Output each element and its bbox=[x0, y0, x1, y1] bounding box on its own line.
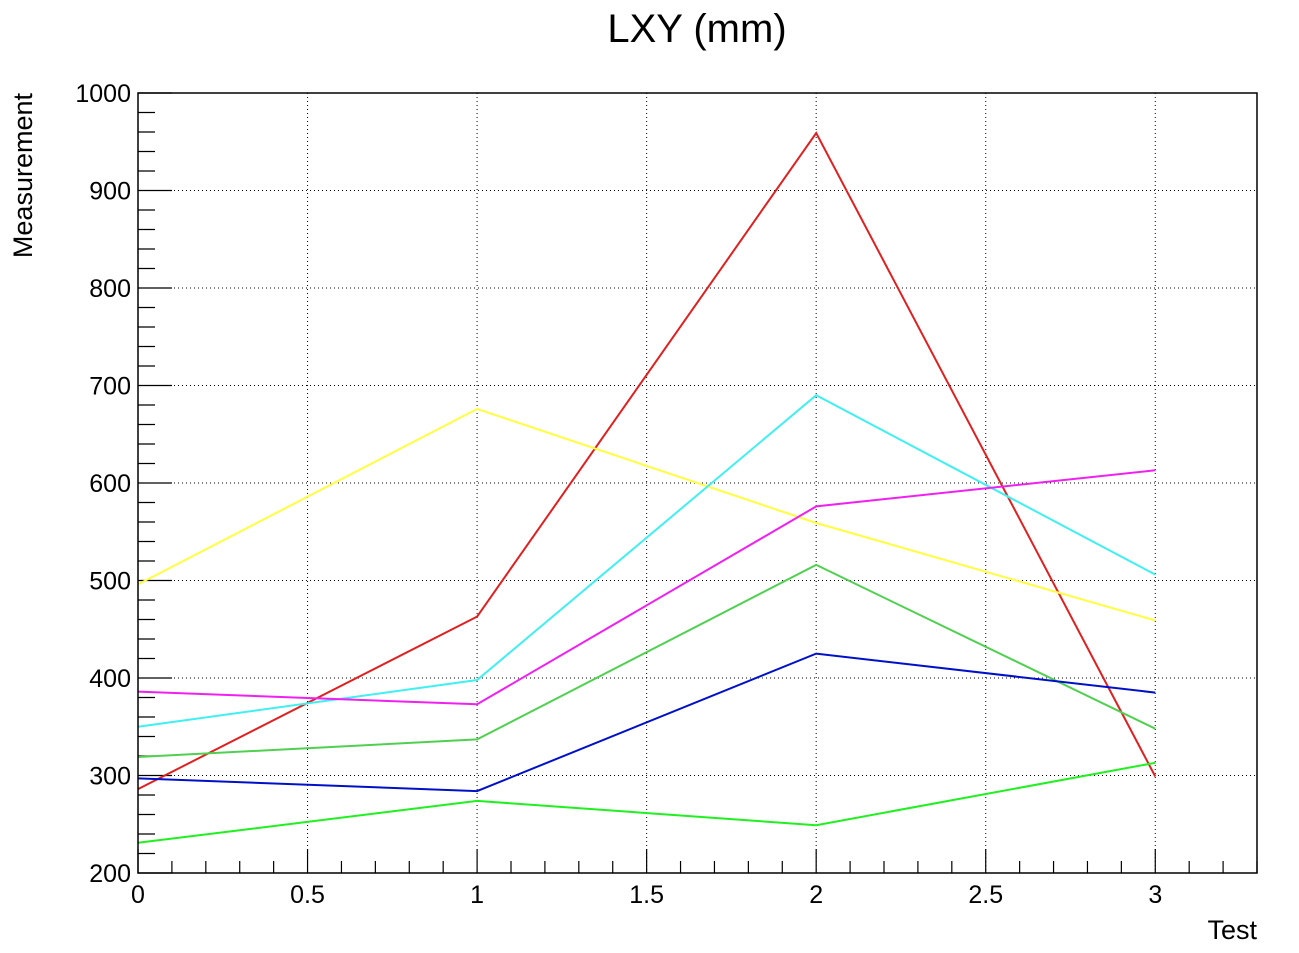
series-lines bbox=[137, 131, 1157, 844]
x-axis-label: Test bbox=[1207, 915, 1257, 945]
y-tick-label: 800 bbox=[89, 275, 131, 303]
x-tick-label: 1.5 bbox=[629, 881, 664, 909]
grid bbox=[138, 93, 1257, 873]
x-tick-label: 1 bbox=[470, 881, 484, 909]
axis-ticks bbox=[137, 92, 1258, 874]
x-tick-labels: 0 0.5 1 1.5 2 2.5 3 bbox=[131, 881, 1162, 909]
y-tick-label: 300 bbox=[89, 763, 131, 791]
series-line-5 bbox=[137, 563, 1156, 758]
series-line-3 bbox=[137, 394, 1156, 728]
y-tick-label: 500 bbox=[89, 568, 131, 596]
chart-title: LXY (mm) bbox=[607, 7, 786, 51]
y-tick-label: 1000 bbox=[75, 80, 131, 108]
series-line-6 bbox=[137, 652, 1156, 793]
y-tick-label: 200 bbox=[89, 860, 131, 888]
x-tick-label: 0.5 bbox=[290, 881, 325, 909]
x-tick-label: 2 bbox=[809, 881, 823, 909]
series-line-7 bbox=[137, 761, 1156, 844]
plot-frame bbox=[137, 92, 1258, 874]
x-tick-label: 0 bbox=[131, 881, 145, 909]
y-tick-label: 700 bbox=[89, 373, 131, 401]
y-tick-label: 900 bbox=[89, 178, 131, 206]
x-tick-label: 3 bbox=[1148, 881, 1162, 909]
series-line-4 bbox=[137, 469, 1156, 706]
series-line-2 bbox=[137, 407, 1156, 622]
y-tick-label: 600 bbox=[89, 470, 131, 498]
y-tick-labels: 200 300 400 500 600 700 800 900 1000 bbox=[75, 80, 131, 888]
x-tick-label: 2.5 bbox=[968, 881, 1003, 909]
y-axis-label: Measurement bbox=[8, 93, 38, 259]
y-tick-label: 400 bbox=[89, 665, 131, 693]
